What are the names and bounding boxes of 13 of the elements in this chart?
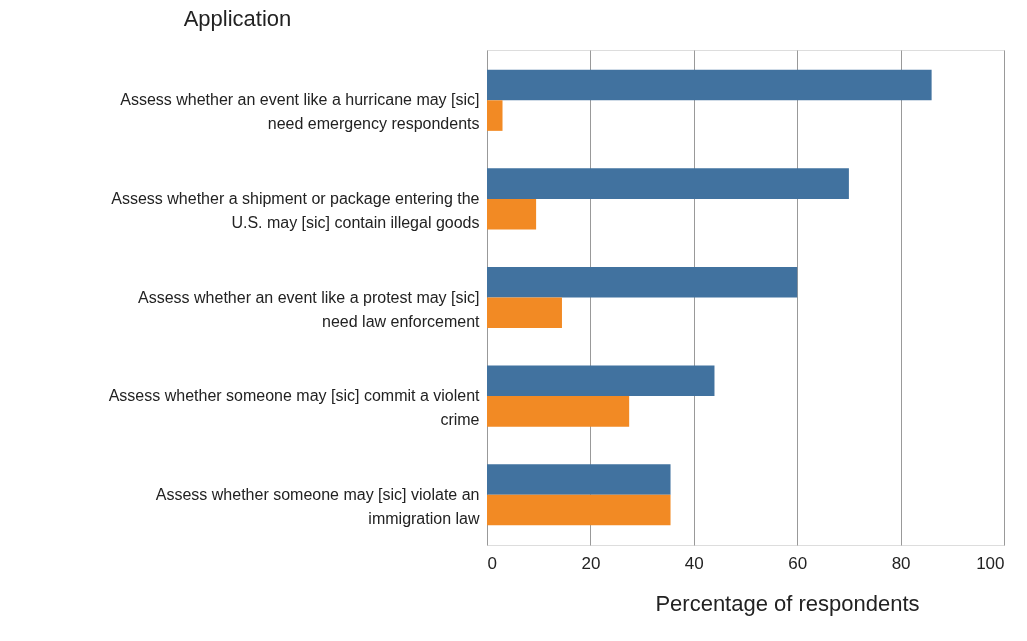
y-tick-label: Assess whether an event like a hurricane may [sic] need emergency respondents (120, 91, 480, 133)
y-tick-label: Assess whether someone may [sic] violate an immigration law (155, 485, 480, 527)
x-tick-label: 20 (581, 553, 601, 573)
y-tick-label: Assess whether an event like a protest may [sic] need law enforcement (138, 288, 481, 330)
y-tick-label: Assess whether someone may [sic] commit a violent crime (108, 387, 481, 429)
x-tick-label: 100 (976, 553, 1005, 573)
y-tick-label: Assess whether a shipment or package entering the U.S. may [sic] contain illegal goods (111, 189, 480, 231)
x-tick-label: 40 (684, 553, 704, 573)
x-tick-label: 60 (788, 553, 808, 573)
x-tick-label: 0 (487, 553, 497, 573)
x-tick-label: 80 (891, 553, 911, 573)
x-axis-title: Percentage of respondents (655, 590, 920, 616)
y-axis-title: Application (183, 5, 292, 31)
